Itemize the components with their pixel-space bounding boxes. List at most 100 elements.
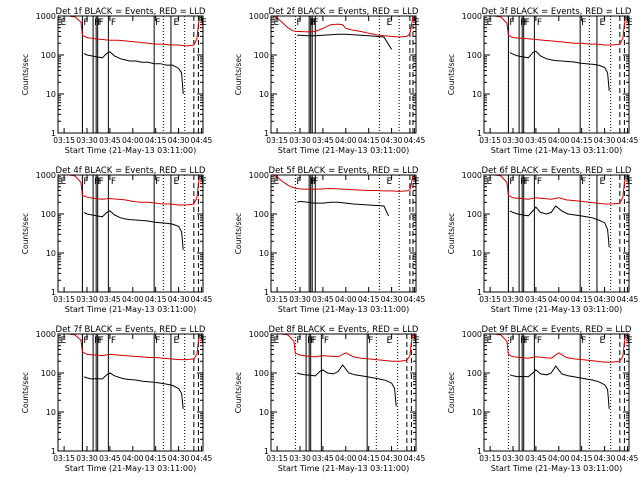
y-tick-label: 1000 bbox=[36, 171, 56, 180]
flag-label: F bbox=[520, 177, 525, 187]
x-tick-label: 03:45 bbox=[525, 295, 547, 304]
panel-title: Det 4f BLACK = Events, RED = LLD bbox=[56, 166, 206, 176]
panel-title: Det 1f BLACK = Events, RED = LLD bbox=[56, 7, 206, 17]
x-tick-label: 04:00 bbox=[335, 136, 357, 145]
flag-label: F bbox=[523, 177, 528, 187]
x-tick-label: 03:30 bbox=[289, 136, 311, 145]
y-tick-label: 1 bbox=[51, 447, 56, 456]
y-tick-label: 1 bbox=[477, 129, 482, 138]
flag-label: E bbox=[173, 18, 179, 28]
flag-label: F bbox=[312, 177, 317, 187]
y-tick-label: 1 bbox=[477, 288, 482, 297]
flag-label: F bbox=[94, 177, 99, 187]
flag-label: E bbox=[414, 336, 420, 346]
flag-label: F bbox=[111, 177, 116, 187]
y-axis-label: Counts/sec bbox=[234, 213, 243, 254]
flag-label: E bbox=[414, 177, 420, 187]
x-tick-label: 03:45 bbox=[99, 454, 121, 463]
x-tick-label: 04:00 bbox=[548, 295, 570, 304]
flag-label: E bbox=[627, 18, 633, 28]
flag-label: F bbox=[312, 18, 317, 28]
flag-label: E bbox=[61, 18, 67, 28]
series-lld-line bbox=[68, 333, 201, 361]
x-tick-label: 04:30 bbox=[168, 136, 190, 145]
flag-label: F bbox=[310, 18, 315, 28]
y-axis-label: Counts/sec bbox=[447, 54, 456, 95]
flag-label: F bbox=[155, 336, 160, 346]
x-tick-label: 03:30 bbox=[76, 454, 98, 463]
series-lld-line bbox=[68, 15, 201, 47]
series-lld-line bbox=[494, 174, 627, 205]
y-axis-label: Counts/sec bbox=[21, 54, 30, 95]
flag-label: E bbox=[599, 336, 605, 346]
y-tick-label: 10 bbox=[46, 408, 56, 417]
y-axis-label: Counts/sec bbox=[234, 372, 243, 413]
x-tick-label: 04:15 bbox=[571, 295, 593, 304]
x-tick-label: 04:30 bbox=[594, 136, 616, 145]
x-tick-label: 03:30 bbox=[502, 454, 524, 463]
flag-label: F bbox=[523, 18, 528, 28]
flag-label: F bbox=[523, 336, 528, 346]
series-lld-line bbox=[494, 333, 627, 363]
y-tick-label: 1000 bbox=[249, 12, 269, 21]
flag-label: F bbox=[310, 336, 315, 346]
x-tick-label: 03:45 bbox=[525, 136, 547, 145]
flag-label: F bbox=[97, 336, 102, 346]
x-tick-label: 03:15 bbox=[479, 136, 501, 145]
x-tick-label: 03:45 bbox=[312, 295, 334, 304]
x-tick-label: 03:45 bbox=[99, 136, 121, 145]
x-tick-label: 03:15 bbox=[53, 454, 75, 463]
y-tick-label: 10 bbox=[259, 249, 269, 258]
flag-label: F bbox=[155, 177, 160, 187]
panel-title: Det 8f BLACK = Events, RED = LLD bbox=[269, 325, 419, 335]
y-tick-label: 10 bbox=[472, 249, 482, 258]
y-tick-label: 10 bbox=[46, 249, 56, 258]
plot-frame bbox=[270, 333, 417, 452]
x-tick-label: 04:45 bbox=[191, 295, 213, 304]
x-tick-label: 04:30 bbox=[381, 454, 403, 463]
x-tick-label: 04:15 bbox=[145, 454, 167, 463]
y-axis-label: Counts/sec bbox=[234, 54, 243, 95]
x-tick-label: 04:45 bbox=[617, 454, 639, 463]
flag-label: E bbox=[627, 177, 633, 187]
x-tick-label: 04:15 bbox=[145, 136, 167, 145]
series-lld-line bbox=[272, 174, 414, 192]
x-tick-label: 04:00 bbox=[335, 295, 357, 304]
y-tick-label: 1 bbox=[264, 288, 269, 297]
x-tick-label: 03:30 bbox=[502, 295, 524, 304]
flag-label: E bbox=[201, 336, 207, 346]
flag-label: E bbox=[173, 177, 179, 187]
flag-label: F bbox=[537, 18, 542, 28]
flag-label: F bbox=[525, 18, 530, 28]
flag-label: F bbox=[581, 18, 586, 28]
x-axis-label: Start Time (21-May-13 03:11:00) bbox=[491, 305, 622, 314]
y-tick-label: 10 bbox=[46, 90, 56, 99]
x-tick-label: 03:30 bbox=[289, 295, 311, 304]
x-tick-label: 04:30 bbox=[168, 454, 190, 463]
series-lld-line bbox=[494, 15, 627, 46]
x-tick-label: 04:00 bbox=[122, 454, 144, 463]
plot-frame bbox=[483, 174, 630, 293]
x-tick-label: 04:15 bbox=[358, 136, 380, 145]
y-tick-label: 10 bbox=[472, 90, 482, 99]
series-events-line bbox=[509, 365, 610, 409]
flag-label: F bbox=[324, 336, 329, 346]
y-axis-label: Counts/sec bbox=[21, 372, 30, 413]
y-tick-label: 100 bbox=[254, 210, 269, 219]
flag-label: E bbox=[386, 177, 392, 187]
plot-frame bbox=[270, 174, 417, 293]
x-tick-label: 04:30 bbox=[594, 295, 616, 304]
flag-label: F bbox=[83, 177, 88, 187]
flag-label: E bbox=[599, 177, 605, 187]
flag-label: F bbox=[525, 336, 530, 346]
flag-label: F bbox=[83, 336, 88, 346]
plot-frame bbox=[483, 333, 630, 452]
flag-label: E bbox=[487, 18, 493, 28]
x-tick-label: 03:45 bbox=[525, 454, 547, 463]
x-tick-label: 04:45 bbox=[617, 136, 639, 145]
